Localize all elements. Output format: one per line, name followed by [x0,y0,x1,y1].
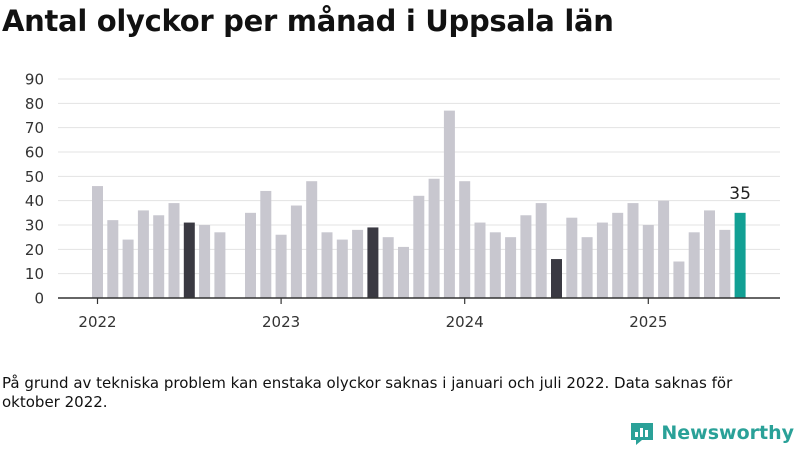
bar-2025-03 [673,261,685,298]
footnote: På grund av tekniska problem kan enstaka… [2,374,733,411]
y-tick-label: 50 [25,168,44,186]
y-tick-label: 10 [25,265,44,283]
bar-2024-04 [505,237,517,298]
bars [92,110,746,298]
bar-2022-09 [214,232,226,298]
bar-2024-06 [535,203,547,298]
bar-2023-09 [398,246,409,298]
data-label: 35 [729,184,751,204]
bar-2025-06 [719,229,731,298]
bar-2023-12 [443,110,455,298]
x-axis: 2022 2023 2024 2025 [58,297,780,331]
brand-logo[interactable]: Newsworthy [629,420,794,446]
bar-chart: 0 10 20 30 40 50 60 70 80 90 2022 2023 2024 2025 35 [25,71,780,331]
bar-2024-02 [474,222,486,298]
bar-2022-01 [92,186,103,298]
y-tick-label: 20 [25,241,44,259]
bar-2022-08 [199,225,211,298]
y-tick-label: 80 [25,95,44,113]
bar-2022-04 [137,210,149,298]
bar-2023-01 [275,234,287,298]
y-axis-ticks: 0 10 20 30 40 50 60 70 80 90 [25,71,44,308]
bar-2024-10 [596,222,608,298]
bar-2024-05 [520,215,532,298]
bar-2024-09 [581,237,593,298]
bar-2025-01 [642,225,654,298]
bar-2023-11 [428,178,440,298]
x-tick-label: 2022 [78,313,116,331]
bar-2023-03 [306,181,318,298]
x-tick-label: 2023 [262,313,300,331]
newsworthy-logo-icon [631,423,654,445]
bar-2024-11 [612,212,624,298]
bar-2023-02 [290,205,302,298]
bar-2024-12 [627,203,639,298]
bar-2024-07 [551,259,562,298]
brand-name: Newsworthy [661,422,794,444]
y-tick-label: 60 [25,144,44,162]
x-tick-label: 2024 [446,313,484,331]
bar-2024-01 [459,181,471,298]
bar-2023-06 [352,229,364,298]
x-tick-label: 2025 [629,313,667,331]
bar-2022-07 [183,222,195,298]
bar-2022-12 [260,190,272,298]
bar-2023-10 [413,195,425,298]
bar-2025-02 [658,200,670,298]
bar-2022-02 [107,220,119,298]
bar-2023-08 [382,237,394,298]
bar-2025-05 [704,210,715,298]
chart-title: Antal olyckor per månad i Uppsala län [2,4,614,38]
y-tick-label: 70 [25,119,44,137]
bar-2025-07 [734,212,746,298]
bar-2022-11 [245,212,256,298]
bar-2024-03 [489,232,501,298]
bar-2023-07 [367,227,379,298]
y-tick-label: 30 [25,217,44,235]
bar-2023-05 [336,239,348,298]
bar-2025-04 [688,232,700,298]
y-tick-label: 90 [25,71,44,89]
y-tick-label: 0 [34,290,44,308]
y-tick-label: 40 [25,192,44,210]
bar-2022-03 [122,239,134,298]
bar-2024-08 [566,217,578,298]
annotations: 35 [729,184,751,204]
bar-2023-04 [321,232,333,298]
bar-2022-05 [153,215,165,298]
bar-2022-06 [168,203,180,298]
